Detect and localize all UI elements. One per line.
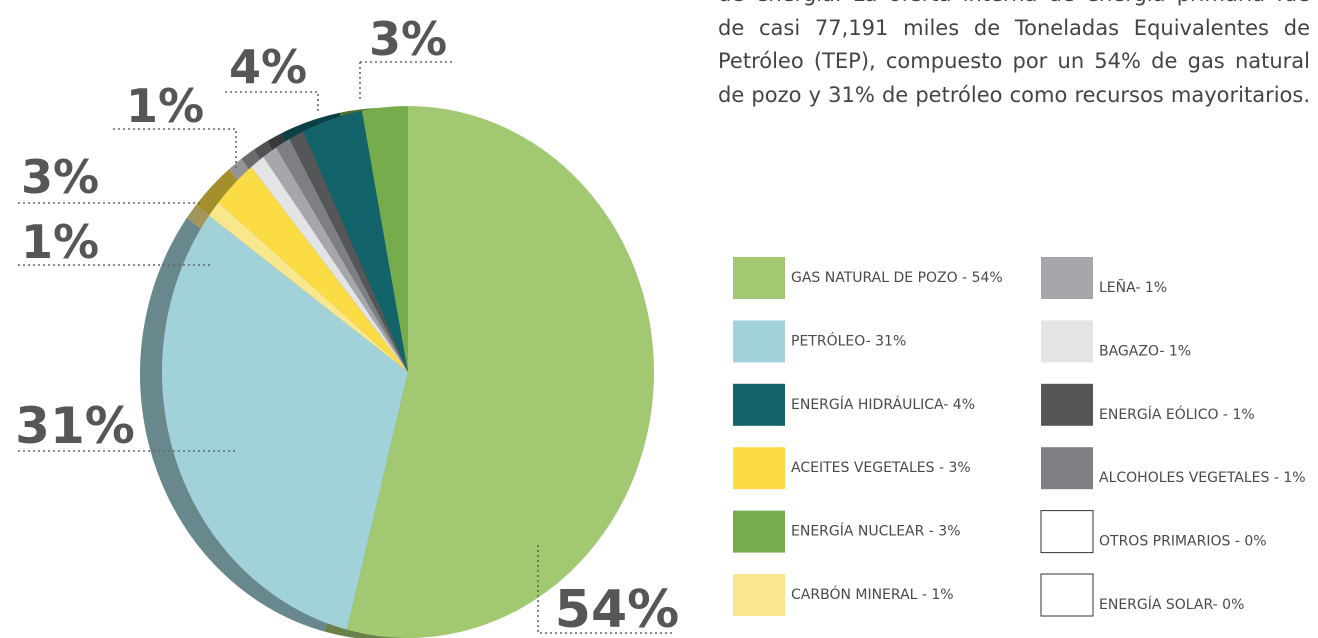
slice-label: 1% <box>21 215 99 269</box>
slice-label: 1% <box>126 79 204 133</box>
legend-label: ALCOHOLES VEGETALES - 1% <box>1099 470 1306 486</box>
pie-slice <box>251 156 408 372</box>
pie-slice <box>346 106 654 638</box>
legend-label: PETRÓLEO- 31% <box>791 331 906 349</box>
legend-label: ENERGÍA HIDRÁULICA- 4% <box>791 396 975 413</box>
legend-swatch <box>733 320 785 363</box>
slice-label: 4% <box>229 40 307 94</box>
legend-label: ACEITES VEGETALES - 3% <box>791 460 971 476</box>
pie-slice <box>361 106 408 372</box>
legend-swatch <box>1041 320 1093 363</box>
pie-slice <box>289 131 408 372</box>
pie-slice <box>218 167 408 372</box>
legend-swatch <box>1041 447 1093 490</box>
legend-label: BAGAZO- 1% <box>1099 343 1191 359</box>
slice-label: 3% <box>369 12 447 66</box>
paragraph-line: de pozo y 31% de petróleo como recursos … <box>718 82 1310 107</box>
paragraph-line: de casi 77,191 miles de Toneladas Equiva… <box>718 15 1310 40</box>
slice-label: 54% <box>555 580 679 638</box>
pie-slice <box>276 138 408 372</box>
leader-line <box>113 128 237 168</box>
leader-line <box>359 61 455 100</box>
paragraph-line: Petróleo (TEP), compuesto por un 54% de … <box>718 49 1310 73</box>
leader-line <box>225 91 319 112</box>
paragraph-line: de energía. La oferta interna de energía… <box>718 0 1310 12</box>
legend-label: LEÑA- 1% <box>1099 279 1167 296</box>
legend-swatch <box>733 447 785 490</box>
paragraph: de energía. La oferta interna de energía… <box>718 0 1310 112</box>
legend-label: OTROS PRIMARIOS - 0% <box>1099 534 1267 550</box>
legend-swatch <box>1040 573 1094 617</box>
legend-label: CARBÓN MINERAL - 1% <box>791 585 954 603</box>
legend-swatch <box>1041 257 1093 299</box>
legend-label: ENERGÍA SOLAR- 0% <box>1099 596 1244 613</box>
legend-label: GAS NATURAL DE POZO - 54% <box>791 270 1003 286</box>
legend-label: ENERGÍA NUCLEAR - 3% <box>791 523 961 540</box>
pie-slice <box>303 110 408 372</box>
pie-slice <box>161 215 408 630</box>
legend-swatch <box>733 574 785 616</box>
pie-slice <box>208 202 408 372</box>
legend-swatch <box>733 257 785 299</box>
legend-label: ENERGÍA EÓLICO - 1% <box>1099 405 1255 423</box>
legend-swatch <box>1040 510 1094 554</box>
legend-swatch <box>733 383 785 426</box>
pie-slice <box>263 147 408 372</box>
legend-swatch <box>1041 383 1093 426</box>
legend-swatch <box>733 510 785 553</box>
slice-label: 31% <box>15 397 135 455</box>
slice-label: 3% <box>21 150 99 204</box>
